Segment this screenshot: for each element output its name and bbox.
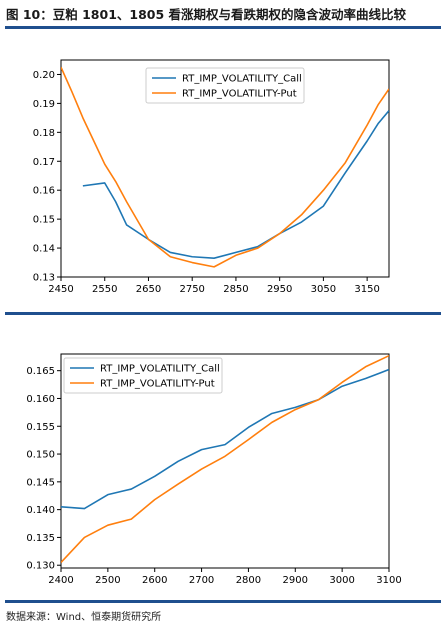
x-tick-label: 2800	[236, 575, 261, 586]
y-tick-label: 0.16	[33, 186, 55, 197]
y-tick-label: 0.17	[33, 157, 55, 168]
legend-label-put: RT_IMP_VOLATILITY-Put	[182, 89, 297, 100]
chart-divider-rule	[5, 312, 441, 315]
y-tick-label: 0.20	[33, 70, 55, 81]
implied-volatility-chart-1805: 2400 2500 2600 2700 2800 2900 3000 3100 0.130 0.1…	[26, 353, 402, 586]
x-tick-label: 2450	[48, 284, 73, 295]
legend-label-call: RT_IMP_VOLATILITY_Call	[182, 74, 302, 85]
y-tick-label: 0.135	[26, 533, 55, 544]
title-rule	[5, 26, 441, 29]
series-line-call	[61, 368, 389, 510]
x-tick-label: 3150	[354, 284, 379, 295]
x-tick-label: 2550	[92, 284, 117, 295]
legend-box	[145, 67, 305, 104]
y-tick-label: 0.140	[26, 505, 55, 516]
legend-box	[63, 357, 223, 394]
x-tick-label: 3000	[329, 575, 354, 586]
data-source: 数据来源：Wind、恒泰期货研究所	[6, 612, 162, 623]
series-line-put	[61, 354, 389, 563]
x-tick-label: 2850	[223, 284, 248, 295]
y-tick-label: 0.130	[26, 561, 55, 572]
x-tick-label: 2500	[95, 575, 120, 586]
y-tick-label: 0.18	[33, 128, 55, 139]
y-tick-label: 0.165	[26, 366, 55, 377]
x-tick-label: 2400	[48, 575, 73, 586]
series-line-put	[61, 66, 389, 268]
y-tick-label: 0.145	[26, 477, 55, 488]
footer-rule	[5, 600, 441, 603]
x-tick-label: 2700	[189, 575, 214, 586]
x-tick-label: 2750	[179, 284, 204, 295]
y-tick-label: 0.19	[33, 99, 55, 110]
figure-title: 图 10：豆粕 1801、1805 看涨期权与看跌期权的隐含波动率曲线比较	[6, 7, 407, 22]
series-line-call	[82, 110, 389, 259]
y-tick-label: 0.150	[26, 450, 55, 461]
y-tick-label: 0.14	[33, 244, 55, 255]
x-tick-label: 3050	[311, 284, 336, 295]
x-tick-label: 2600	[142, 575, 167, 586]
y-tick-label: 0.160	[26, 394, 55, 405]
x-tick-label: 2950	[267, 284, 292, 295]
y-tick-label: 0.13	[33, 273, 55, 284]
implied-volatility-chart-1801: 2450 2550 2650 2750 2850 2950 3050 3150 0.13 0.14…	[33, 59, 390, 295]
y-tick-label: 0.15	[33, 215, 55, 226]
x-tick-label: 3100	[376, 575, 401, 586]
legend-label-put: RT_IMP_VOLATILITY-Put	[100, 379, 215, 390]
x-tick-label: 2900	[283, 575, 308, 586]
y-tick-label: 0.155	[26, 422, 55, 433]
legend-label-call: RT_IMP_VOLATILITY_Call	[100, 364, 220, 375]
x-tick-label: 2650	[136, 284, 161, 295]
